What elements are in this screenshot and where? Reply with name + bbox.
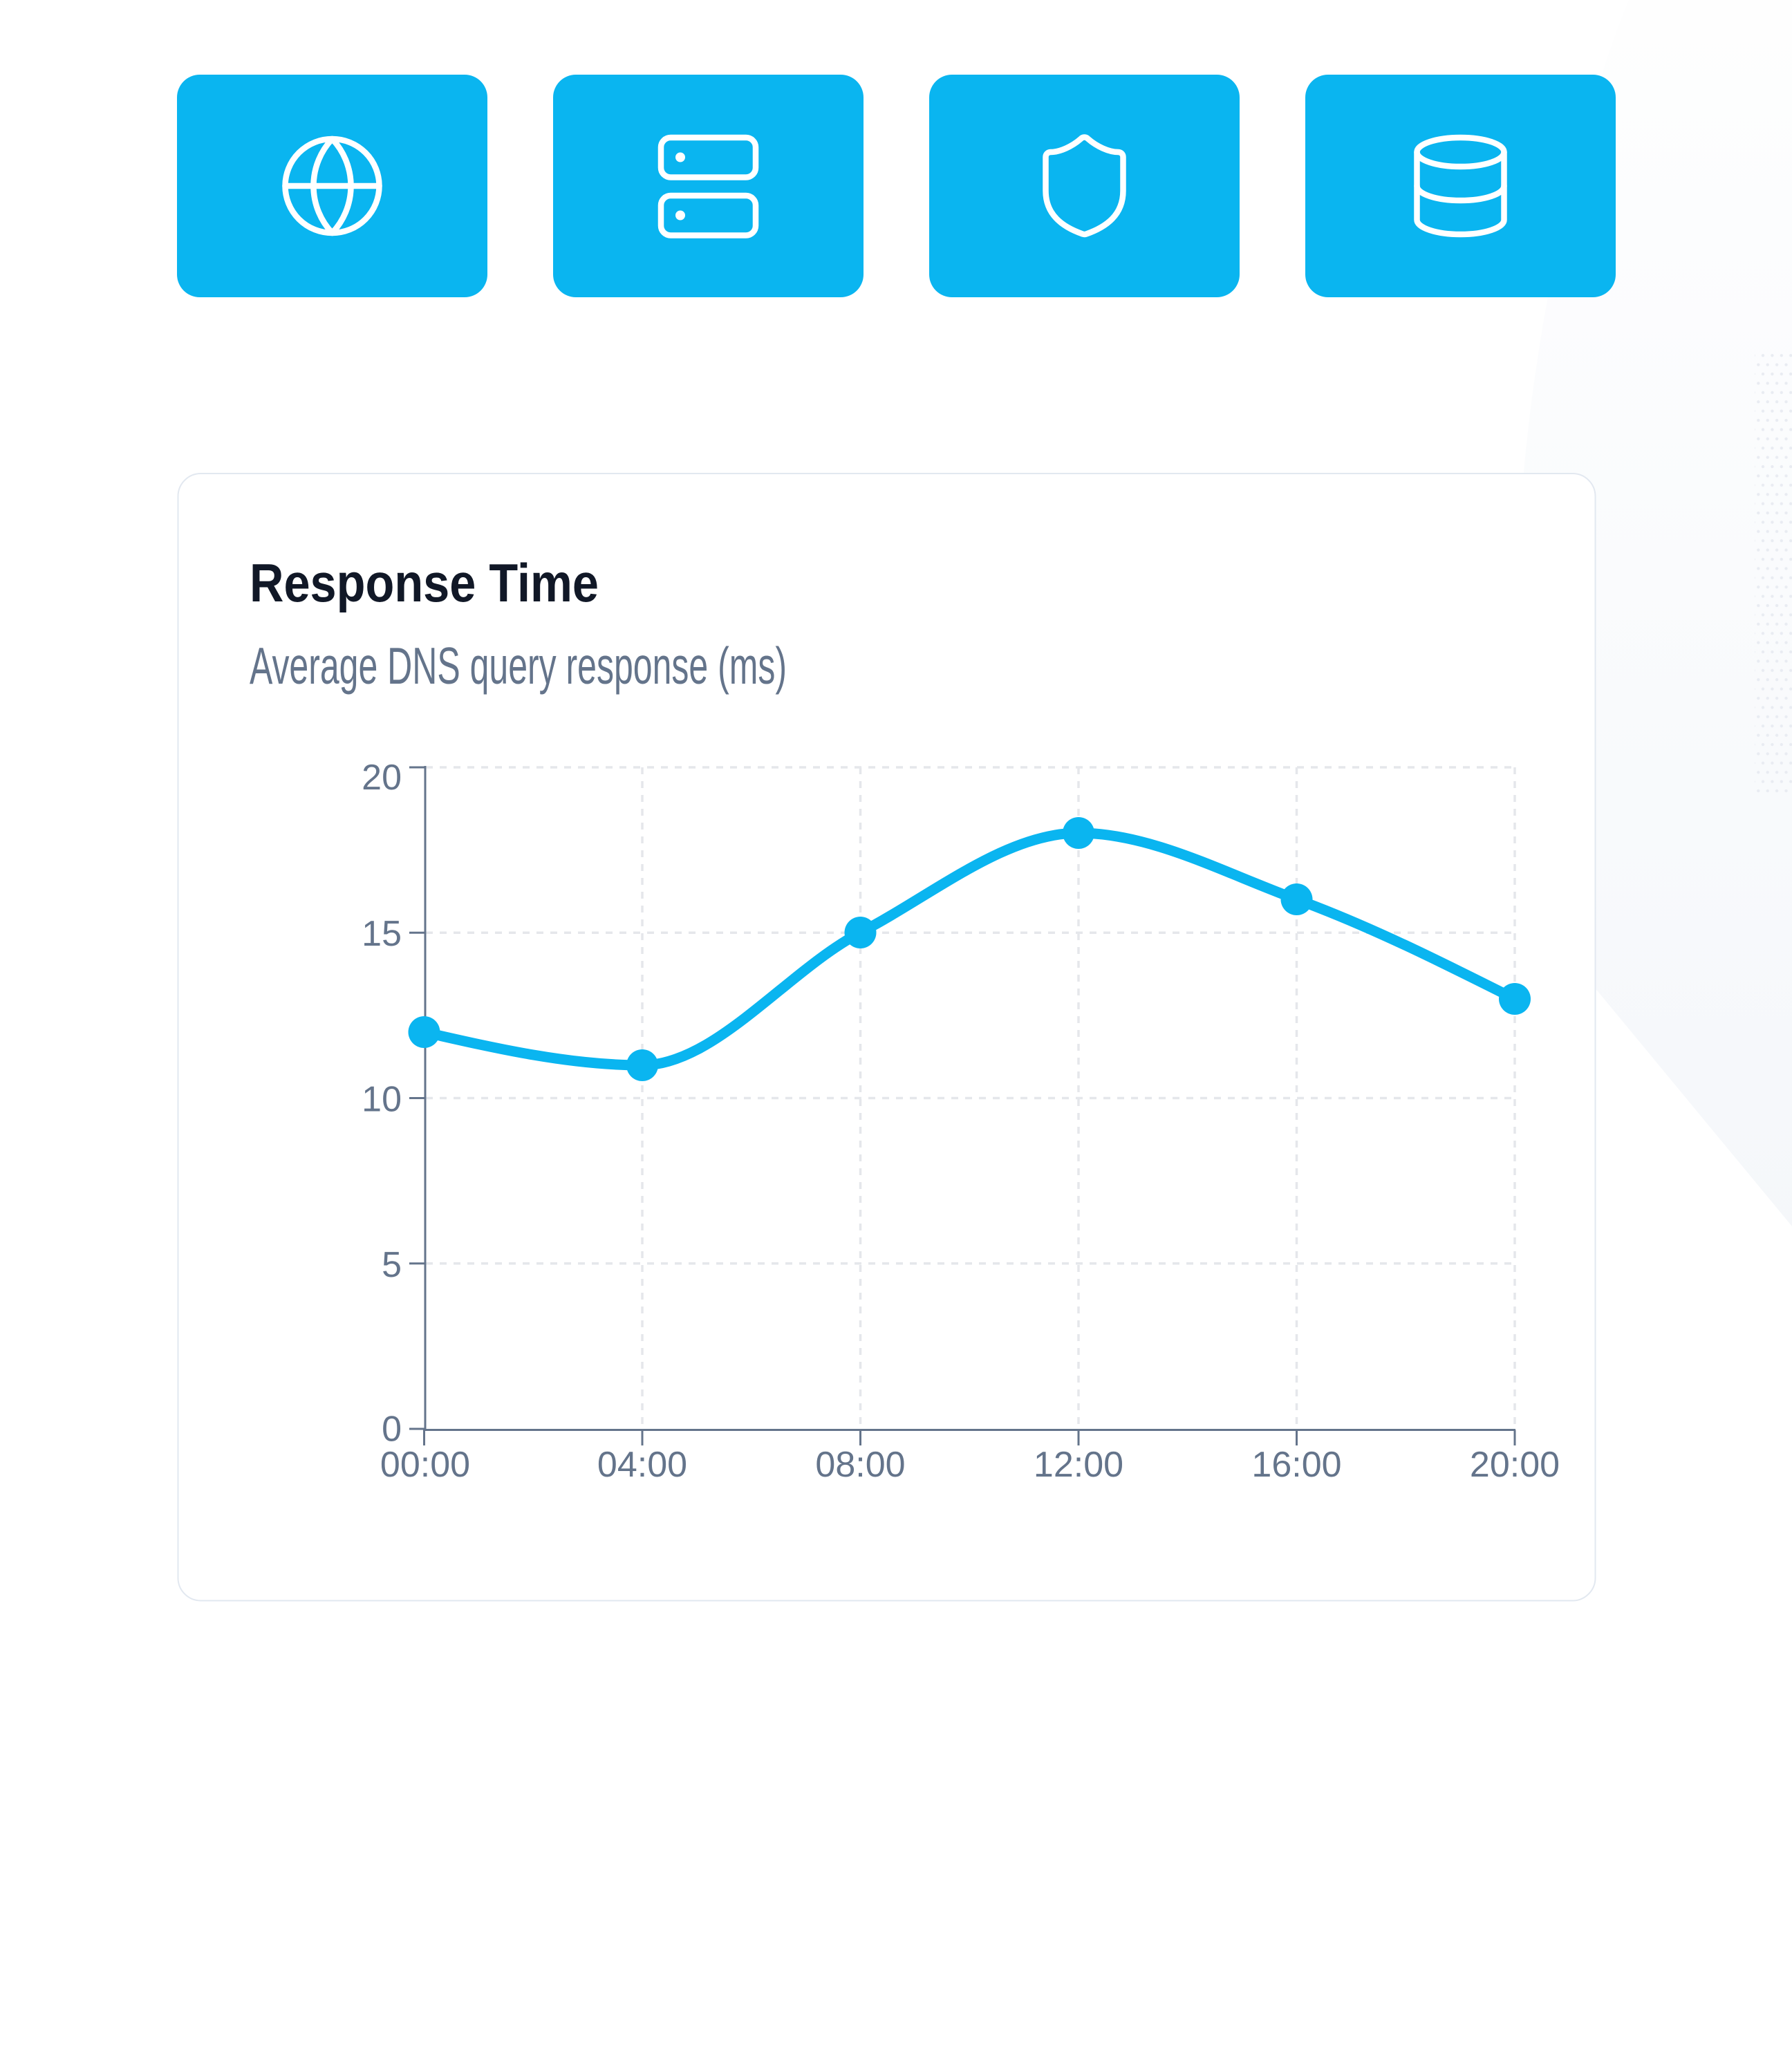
svg-text:20: 20 xyxy=(362,758,402,798)
svg-text:5: 5 xyxy=(382,1245,402,1285)
svg-text:20:00: 20:00 xyxy=(1470,1445,1560,1485)
svg-text:Average DNS query response (ms: Average DNS query response (ms) xyxy=(250,637,787,695)
svg-text:00:00: 00:00 xyxy=(380,1445,470,1485)
svg-text:08:00: 08:00 xyxy=(815,1445,905,1485)
svg-text:Response Time: Response Time xyxy=(250,552,599,613)
svg-text:15: 15 xyxy=(362,914,402,954)
svg-text:10: 10 xyxy=(362,1080,402,1120)
svg-text:16:00: 16:00 xyxy=(1251,1445,1341,1485)
svg-text:04:00: 04:00 xyxy=(597,1445,687,1485)
svg-text:0: 0 xyxy=(382,1410,402,1450)
svg-text:12:00: 12:00 xyxy=(1034,1445,1123,1485)
